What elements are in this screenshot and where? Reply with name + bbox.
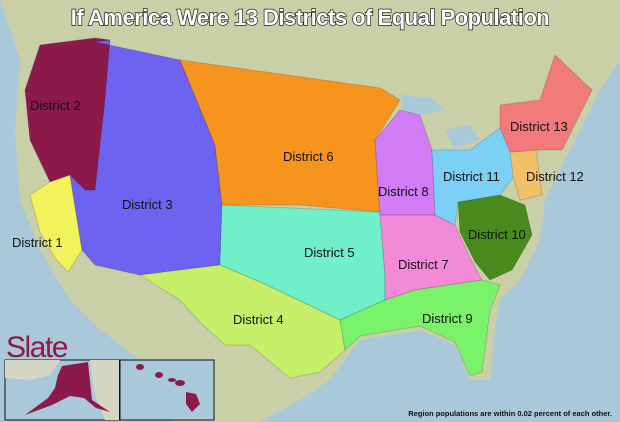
slate-logo: Slate (6, 331, 68, 364)
alaska-inset (4, 359, 120, 421)
district-11-label: District 11 (443, 169, 500, 184)
district-2-label: District 2 (30, 98, 81, 113)
hawaii-inset (119, 359, 215, 421)
district-1-region[interactable] (29, 174, 83, 273)
district-5-label: District 5 (304, 245, 355, 260)
district-labels: District 2 District 1 District 3 Distric… (12, 98, 584, 327)
district-9-region[interactable] (339, 279, 501, 377)
district-1-label: District 1 (12, 235, 63, 250)
district-9-label: District 9 (422, 311, 473, 326)
district-4-label: District 4 (233, 312, 284, 327)
district-13-label: District 13 (510, 119, 568, 134)
district-7-label: District 7 (398, 257, 449, 272)
district-10-label: District 10 (468, 227, 526, 242)
map-title: If America Were 13 Districts of Equal Po… (71, 5, 550, 30)
district-10-region[interactable] (457, 194, 533, 281)
district-3-label: District 3 (122, 197, 173, 212)
district-6-label: District 6 (283, 149, 334, 164)
footnote: Region populations are within 0.02 perce… (408, 409, 612, 418)
district-13-region[interactable] (499, 54, 593, 153)
district-8-label: District 8 (378, 184, 429, 199)
district-12-label: District 12 (526, 169, 584, 184)
district-4-region[interactable] (138, 264, 346, 379)
great-lakes (400, 95, 480, 148)
alaska-shape (25, 362, 110, 415)
district-11-region[interactable] (431, 127, 516, 226)
